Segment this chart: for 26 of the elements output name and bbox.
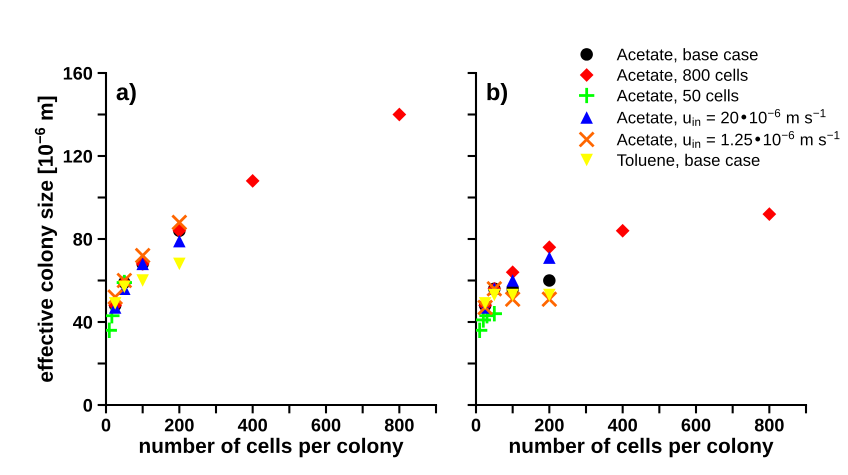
y-tick-label: 120 — [64, 150, 92, 163]
x-tick-label: 0 — [472, 418, 480, 432]
annotation: a) — [116, 82, 136, 105]
legend-label: Toluene, base case — [617, 154, 760, 168]
legend-label: Acetate, base case — [616, 48, 758, 62]
x-tick-label: 600 — [682, 418, 710, 432]
y-tick-label: 80 — [73, 232, 92, 246]
x-axis-title: number of cells per colony — [510, 438, 774, 458]
x-tick-label: 800 — [384, 418, 414, 432]
x-axis-title: number of cells per colony — [140, 438, 404, 458]
legend-label: Acetate, u$_{in}$ = 1.25•10$^{−6}$ m s$^{−1}$ — [616, 130, 840, 148]
x-tick-label: 400 — [238, 418, 267, 432]
y-tick-label: 40 — [73, 316, 92, 329]
x-tick-label: 200 — [534, 418, 564, 432]
y-tick-label: 0 — [83, 398, 92, 412]
legend-label: Acetate, u$_{in}$ = 20•10$^{−6}$ m s$^{−1}$ — [616, 108, 826, 126]
y-axis-title: effective colony size [10$^{−6}$ m] — [34, 96, 58, 382]
x-tick-label: 400 — [608, 418, 637, 432]
x-tick-label: 200 — [164, 418, 194, 432]
y-tick-label: 160 — [64, 66, 92, 80]
x-tick-label: 600 — [312, 418, 340, 432]
x-tick-label: 0 — [102, 418, 110, 432]
annotation: b) — [487, 82, 508, 105]
x-tick-label: 800 — [754, 418, 784, 432]
legend-label: Acetate, 800 cells — [616, 68, 748, 83]
legend-label: Acetate, 50 cells — [616, 89, 738, 104]
